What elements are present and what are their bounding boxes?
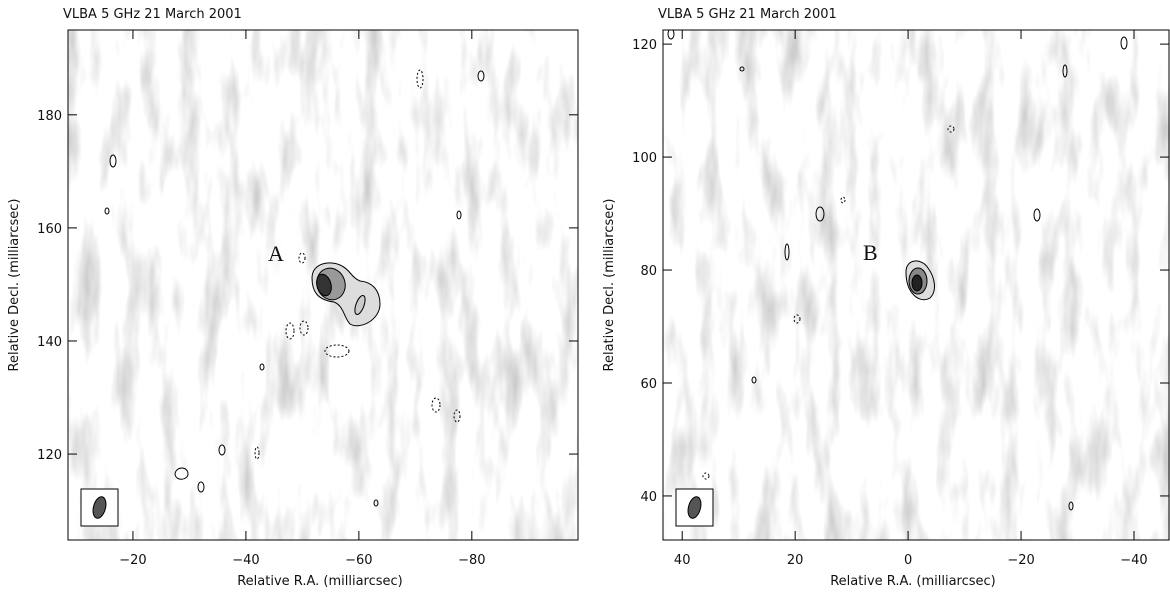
x-tick-label: 0 bbox=[904, 553, 912, 568]
beam bbox=[92, 496, 107, 519]
annotation: B bbox=[863, 240, 878, 265]
beam bbox=[687, 496, 702, 519]
y-tick-label: 100 bbox=[632, 151, 657, 166]
contours bbox=[667, 30, 1128, 511]
y-tick-label: 120 bbox=[632, 38, 657, 53]
annotation: A bbox=[268, 241, 284, 266]
y-tick-label: 180 bbox=[37, 109, 62, 124]
panel: A VLBA 5 GHz 21 March 2001 Relative R.A. … bbox=[7, 7, 579, 589]
y-tick-label: 120 bbox=[37, 448, 62, 463]
x-tick-label: −20 bbox=[119, 553, 146, 568]
x-tick-label: −20 bbox=[1007, 553, 1034, 568]
plot-frame bbox=[67, 29, 579, 541]
y-tick-label: 80 bbox=[640, 264, 657, 279]
panel: B VLBA 5 GHz 21 March 2001 Relative R.A. … bbox=[602, 7, 1170, 589]
plot-frame bbox=[662, 29, 1170, 541]
y-tick-label: 60 bbox=[640, 377, 657, 392]
x-tick-label: −40 bbox=[232, 553, 259, 568]
x-tick-label: 40 bbox=[674, 553, 691, 568]
chart-title: VLBA 5 GHz 21 March 2001 bbox=[658, 7, 837, 22]
x-axis-label: Relative R.A. (milliarcsec) bbox=[830, 574, 996, 589]
y-tick-label: 40 bbox=[640, 490, 657, 505]
x-tick-label: −80 bbox=[458, 553, 485, 568]
contours bbox=[104, 69, 485, 507]
x-tick-label: 20 bbox=[787, 553, 804, 568]
x-tick-label: −40 bbox=[1120, 553, 1147, 568]
x-tick-label: −60 bbox=[345, 553, 372, 568]
chart-title: VLBA 5 GHz 21 March 2001 bbox=[63, 7, 242, 22]
y-tick-label: 140 bbox=[37, 335, 62, 350]
y-axis-label: Relative Decl. (milliarcsec) bbox=[7, 199, 22, 372]
y-axis-label: Relative Decl. (milliarcsec) bbox=[602, 199, 617, 372]
y-tick-label: 160 bbox=[37, 222, 62, 237]
x-axis-label: Relative R.A. (milliarcsec) bbox=[237, 574, 403, 589]
